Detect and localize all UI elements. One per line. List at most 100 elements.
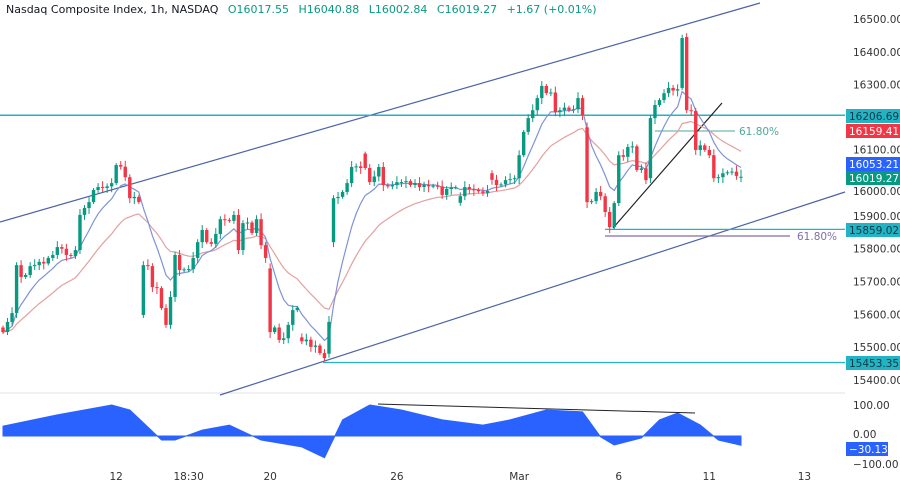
candle-body — [630, 146, 635, 148]
price-label-box — [846, 171, 900, 185]
candle-body — [558, 110, 562, 113]
trend-line — [612, 102, 723, 229]
candle-body — [245, 222, 250, 224]
time-tick: 18:30 — [173, 471, 203, 483]
candle-body — [485, 190, 490, 193]
candle-body — [191, 257, 195, 270]
candle-body — [37, 261, 41, 266]
price-tick: 15400.00 — [853, 375, 900, 387]
fib-label-lower: 61.80% — [797, 231, 837, 243]
candle-body — [526, 118, 530, 132]
candle-body — [666, 87, 671, 94]
candle-body — [508, 179, 512, 181]
candle-body — [309, 339, 313, 347]
candle-body — [377, 167, 381, 177]
candle-body — [368, 167, 372, 183]
candle-body — [435, 185, 440, 187]
candle-body — [214, 233, 218, 244]
candle-body — [576, 98, 580, 110]
candle-body — [707, 149, 712, 156]
candle-body — [426, 184, 431, 187]
candle-body — [607, 211, 612, 228]
candle-body — [662, 93, 666, 101]
candle-body — [467, 187, 472, 190]
candle-body — [531, 110, 535, 119]
candle-body — [481, 191, 485, 193]
candle-body — [494, 179, 499, 186]
candle-body — [200, 230, 204, 243]
close-value: C16019.27 — [436, 3, 498, 16]
candle-body — [282, 338, 286, 340]
candle-body — [734, 171, 739, 176]
candle-body — [499, 184, 503, 186]
candle-body — [223, 219, 227, 221]
price-label: 16019.27 — [849, 173, 899, 185]
candle-body — [589, 201, 594, 203]
candle-body — [336, 196, 340, 199]
fast-moving-average-line — [2, 90, 742, 342]
oscillator-tick: 100.00 — [853, 400, 890, 412]
candle-body — [268, 268, 272, 333]
candle-body — [675, 89, 680, 91]
candle-body — [64, 248, 69, 255]
candle-body — [440, 186, 444, 195]
candle-body — [358, 166, 363, 168]
candle-body — [55, 247, 60, 255]
price-tick: 15900.00 — [853, 211, 900, 223]
candle-body — [458, 196, 462, 203]
candle-body — [177, 254, 182, 271]
candle-body — [232, 214, 236, 221]
candle-body — [716, 177, 721, 179]
candle-body — [78, 214, 82, 251]
candle-body — [721, 173, 725, 178]
price-label: 16159.41 — [849, 126, 899, 138]
low-value: L16002.84 — [368, 3, 428, 16]
oscillator-tick: 0.00 — [853, 429, 876, 441]
time-tick: 6 — [615, 471, 622, 483]
candle-body — [254, 219, 259, 233]
candle-body — [318, 345, 322, 354]
candle-body — [476, 189, 481, 192]
candle-body — [150, 266, 155, 288]
candle-body — [195, 242, 200, 258]
candle-body — [250, 222, 254, 233]
candle-body — [413, 183, 417, 186]
candle-body — [155, 287, 159, 289]
candle-body — [363, 153, 367, 168]
candle-body — [521, 131, 526, 156]
candle-body — [386, 185, 390, 187]
candle-body — [639, 168, 644, 170]
candle-body — [28, 266, 32, 275]
candle-body — [540, 85, 544, 99]
price-tick: 16500.00 — [853, 14, 900, 26]
time-tick: 26 — [390, 471, 404, 483]
time-tick: 11 — [703, 471, 716, 483]
candle-body — [69, 254, 73, 256]
candle-body — [109, 183, 114, 187]
candle-body — [304, 339, 309, 342]
candle-body — [164, 308, 168, 325]
candle-body — [653, 104, 657, 119]
candle-body — [73, 250, 78, 256]
candle-body — [712, 155, 716, 179]
candle-body — [100, 187, 105, 189]
candle-body — [291, 310, 295, 325]
price-label: 15859.02 — [849, 225, 899, 237]
candle-body — [205, 230, 209, 243]
candle-body — [42, 261, 46, 264]
candle-body — [354, 166, 358, 168]
candle-body — [739, 176, 743, 178]
candle-body — [449, 187, 453, 189]
candle-body — [463, 187, 467, 197]
candle-body — [313, 345, 318, 347]
price-label-box — [846, 157, 900, 171]
oscillator-area — [2, 404, 742, 459]
candle-body — [345, 183, 349, 192]
candle-body — [141, 265, 146, 316]
candle-body — [544, 85, 549, 94]
price-label-box — [846, 356, 900, 370]
candle-body — [549, 92, 553, 94]
candle-body — [218, 219, 223, 234]
candle-body — [5, 321, 10, 333]
